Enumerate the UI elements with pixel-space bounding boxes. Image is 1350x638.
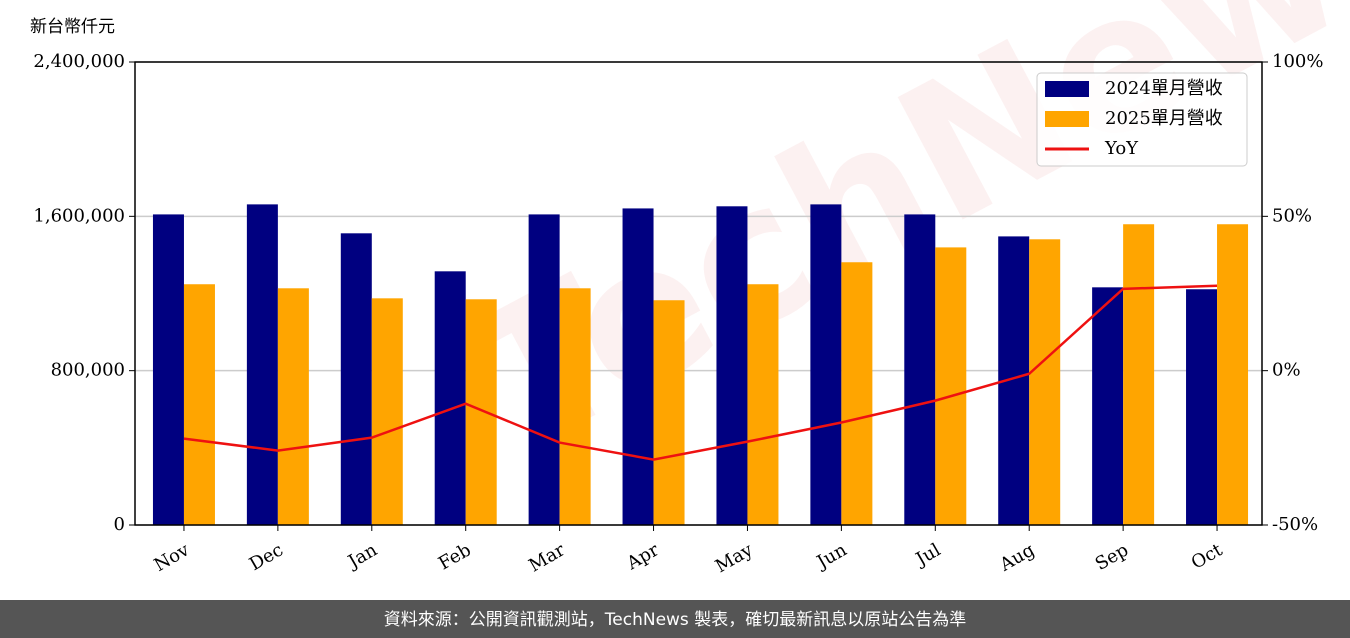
- y-axis-label: 新台幣仟元: [30, 17, 115, 37]
- x-tick-label: Aug: [996, 539, 1039, 576]
- x-tick-label: Jan: [343, 539, 381, 573]
- legend-label: YoY: [1104, 138, 1139, 159]
- legend-swatch: [1045, 111, 1089, 127]
- x-tick-label: Mar: [525, 539, 569, 576]
- bar: [904, 214, 936, 525]
- bar: [152, 214, 184, 525]
- x-tick-label: Feb: [435, 539, 475, 574]
- bar: [1123, 224, 1155, 525]
- footer-bar: [0, 600, 1350, 638]
- bar: [465, 299, 497, 525]
- bar: [434, 271, 466, 525]
- y2-tick-label: 0%: [1272, 360, 1301, 381]
- y-tick-label: 2,400,000: [33, 51, 125, 72]
- x-tick-label: Nov: [151, 539, 194, 576]
- legend-label: 2025單月營收: [1105, 108, 1223, 129]
- bar: [528, 214, 560, 525]
- bar: [1217, 224, 1249, 525]
- x-tick-label: Jun: [812, 539, 851, 574]
- bar: [559, 288, 591, 525]
- x-tick-label: Jul: [911, 539, 945, 571]
- x-tick-label: Dec: [246, 539, 287, 575]
- yoy-line: [183, 284, 1218, 461]
- bar: [340, 233, 372, 525]
- bar: [622, 208, 654, 525]
- x-tick-label: Apr: [622, 539, 662, 574]
- bar: [1029, 239, 1061, 526]
- bar: [653, 300, 685, 525]
- bar: [841, 262, 873, 525]
- bar: [1186, 289, 1218, 525]
- bar: [277, 288, 309, 525]
- footer-text: 資料來源：公開資訊觀測站，TechNews 製表，確切最新訊息以原站公告為準: [384, 610, 966, 630]
- y-tick-label: 0: [114, 514, 125, 535]
- plot-frame: [134, 61, 1263, 526]
- bar: [183, 284, 215, 525]
- x-tick-label: May: [712, 539, 757, 577]
- y-tick-label: 800,000: [51, 360, 125, 381]
- legend-swatch: [1045, 81, 1089, 97]
- x-tick-label: Sep: [1092, 539, 1132, 574]
- bar: [810, 204, 842, 525]
- legend-box: [1036, 72, 1248, 167]
- y-tick-label: 1,600,000: [33, 205, 125, 226]
- bar: [371, 298, 403, 525]
- y2-tick-label: -50%: [1272, 514, 1318, 535]
- y2-tick-label: 50%: [1272, 205, 1312, 226]
- x-tick-label: Oct: [1188, 539, 1227, 574]
- bar: [747, 284, 779, 525]
- bar: [246, 204, 278, 525]
- legend-label: 2024單月營收: [1105, 78, 1223, 99]
- y2-tick-label: 100%: [1272, 51, 1323, 72]
- bar: [716, 206, 748, 525]
- bar: [935, 247, 967, 525]
- bar: [1092, 287, 1124, 525]
